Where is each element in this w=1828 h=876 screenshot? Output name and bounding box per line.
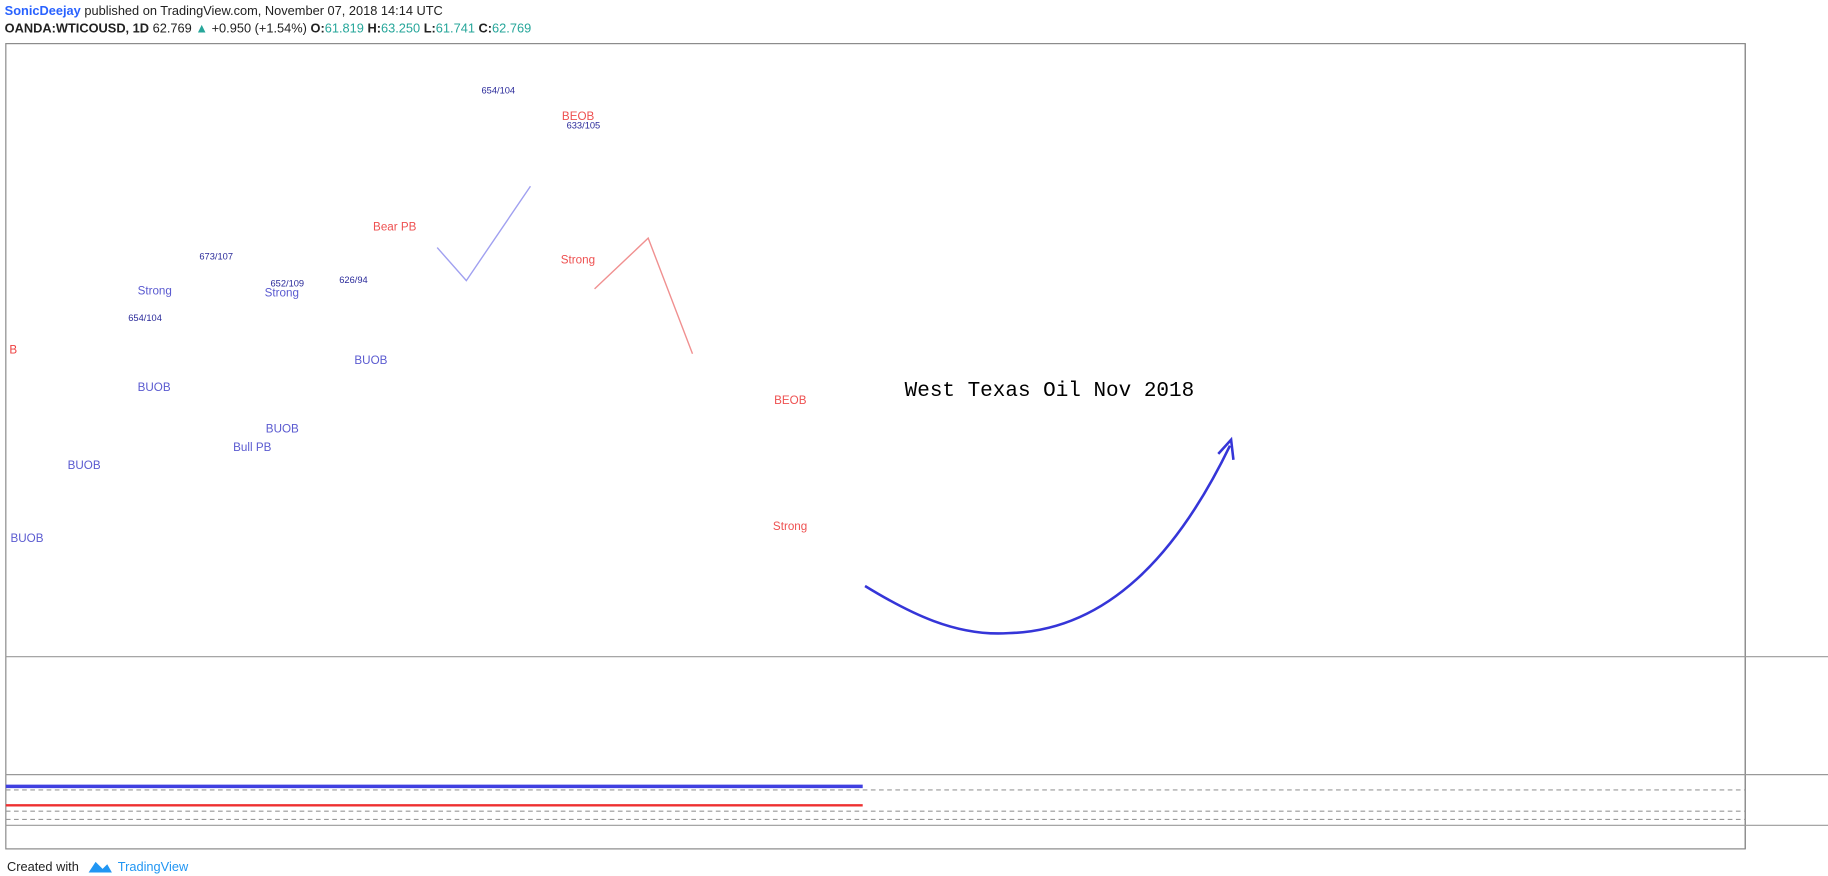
logo	[88, 861, 112, 873]
drawings	[436, 185, 1235, 635]
annotation: BUOB	[138, 381, 171, 394]
annotation: BUOB	[68, 459, 101, 472]
c-label: C:	[479, 21, 493, 36]
forecast-arc	[864, 445, 1232, 635]
arrowhead	[1217, 436, 1235, 460]
last: 62.769	[153, 21, 192, 36]
pattern-line	[594, 236, 694, 354]
annotation: BUOB	[266, 422, 299, 435]
annotation: Strong	[265, 287, 299, 300]
o: 61.819	[325, 21, 364, 36]
footer: Created with TradingView	[7, 859, 189, 874]
h: 63.250	[381, 21, 420, 36]
symbol-line: OANDA:WTICOUSD, 1D 62.769 ▲ +0.950 (+1.5…	[5, 21, 532, 36]
symbol: OANDA:WTICOUSD, 1D	[5, 21, 149, 36]
annotation: Bear PB	[373, 221, 417, 234]
author[interactable]: SonicDeejay	[5, 3, 82, 18]
c: 62.769	[492, 21, 531, 36]
annotations: B BUOB BUOB BUOB Strong 654/104 673/107 …	[9, 85, 1194, 545]
annotation: Strong	[561, 254, 595, 267]
arrow: ▲	[195, 21, 208, 36]
l-label: L:	[424, 21, 436, 36]
change: +0.950 (+1.54%)	[212, 21, 307, 36]
annotation: Bull PB	[233, 441, 271, 454]
annotation: Strong	[138, 284, 172, 297]
pattern-line	[436, 185, 532, 282]
published: published on TradingView.com, November 0…	[84, 3, 442, 18]
annotation: Strong	[773, 520, 807, 533]
h-label: H:	[367, 21, 381, 36]
o-label: O:	[311, 21, 325, 36]
annotation: 654/104	[481, 85, 515, 95]
footer-created: Created with	[7, 859, 79, 874]
l: 61.741	[436, 21, 475, 36]
header-line: SonicDeejay published on TradingView.com…	[5, 3, 443, 18]
footer-brand[interactable]: TradingView	[118, 859, 189, 874]
indicator-lines	[5, 784, 1746, 820]
annotation: BUOB	[10, 532, 43, 545]
annotation: 673/107	[199, 251, 233, 261]
annotation: BUOB	[354, 354, 387, 367]
annotation: B	[9, 343, 17, 356]
annotation: BEOB	[562, 110, 595, 123]
chart-title: West Texas Oil Nov 2018	[905, 379, 1195, 403]
annotation: BEOB	[774, 394, 807, 407]
annotation: 654/104	[128, 313, 162, 323]
annotation: 652/109	[270, 279, 304, 289]
header: SonicDeejay published on TradingView.com…	[5, 3, 532, 36]
annotation: 626/94	[339, 275, 367, 285]
annotation: 633/105	[567, 121, 601, 131]
